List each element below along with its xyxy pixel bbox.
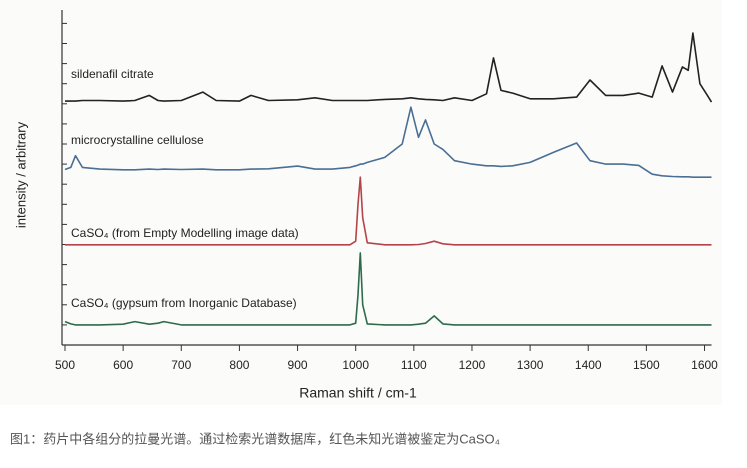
x-tick-label: 1300 [517,358,544,372]
x-tick-label: 900 [288,358,308,372]
spectrum-line [64,106,712,178]
x-tick-label: 1000 [342,358,369,372]
caption: 图1：药片中各组分的拉曼光谱。通过检索光谱数据库，红色未知光谱被鉴定为CaSO₄ [10,431,500,446]
x-tick-label: 600 [113,358,133,372]
x-tick-label: 1200 [459,358,486,372]
x-tick-label: 1500 [633,358,660,372]
x-tick-label: 1600 [691,358,718,372]
series-label: CaSO₄ (gypsum from Inorganic Database) [71,296,297,310]
series-label: microcrystalline cellulose [71,133,204,147]
x-tick-label: 800 [229,358,249,372]
x-tick-label: 500 [55,358,75,372]
spectrum-line [65,176,712,246]
x-tick-label: 700 [171,358,191,372]
x-tick-label: 1100 [401,358,427,372]
y-axis-label: intensity / arbitrary [13,121,28,228]
spectrum-line [64,252,712,326]
spectrum-line [65,32,713,103]
series-label: CaSO₄ (from Empty Modelling image data) [71,226,299,240]
series-label: sildenafil citrate [71,67,154,81]
x-axis-label: Raman shift / cm-1 [299,385,417,401]
x-tick-label: 1400 [575,358,602,372]
